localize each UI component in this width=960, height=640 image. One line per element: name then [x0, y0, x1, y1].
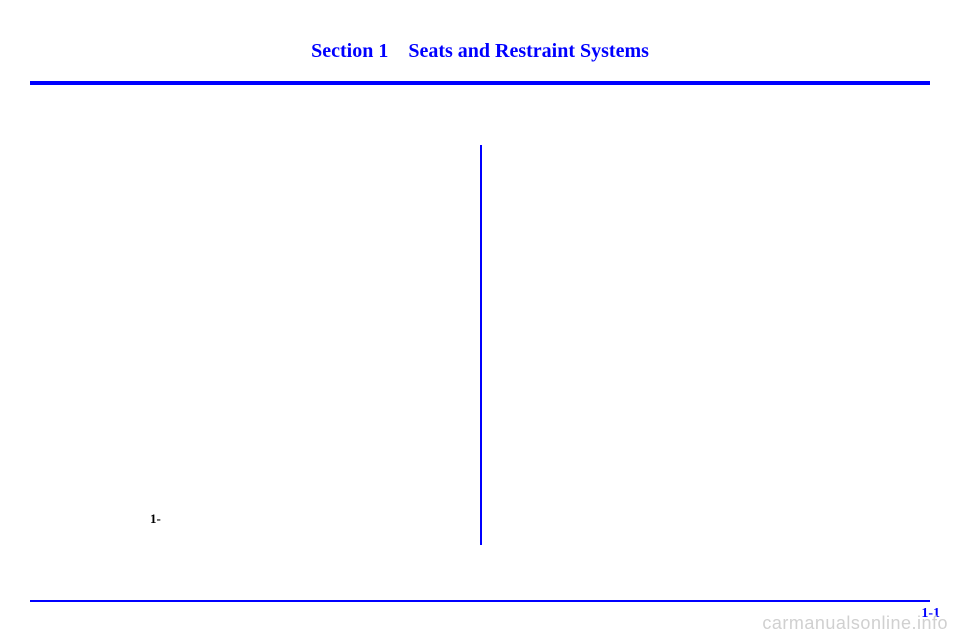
content-area: 1-	[30, 115, 930, 555]
section-label: Section 1	[311, 40, 388, 62]
watermark-text: carmanualsonline.info	[762, 613, 948, 634]
manual-page: Section 1 Seats and Restraint Systems 1-…	[30, 20, 930, 620]
section-heading: Section 1 Seats and Restraint Systems	[30, 40, 930, 63]
section-title-text: Seats and Restraint Systems	[408, 40, 649, 62]
left-page-marker: 1-	[150, 511, 161, 527]
bottom-rule	[30, 600, 930, 602]
top-rule	[30, 81, 930, 85]
column-divider	[480, 145, 482, 545]
